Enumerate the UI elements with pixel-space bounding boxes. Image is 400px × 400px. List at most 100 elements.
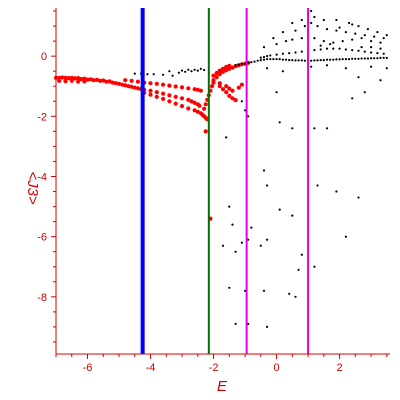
data-point	[344, 30, 347, 34]
data-point	[240, 241, 243, 244]
data-point	[310, 21, 313, 25]
data-point	[300, 50, 303, 53]
data-point	[373, 57, 376, 60]
data-point	[322, 18, 325, 22]
data-point	[370, 46, 373, 49]
data-point	[256, 59, 259, 62]
data-point	[214, 75, 219, 80]
data-point	[228, 286, 231, 289]
data-point	[186, 97, 191, 102]
data-point	[357, 76, 360, 79]
data-point	[291, 38, 294, 41]
data-point	[209, 84, 215, 89]
data-point	[104, 79, 109, 84]
data-point	[203, 102, 208, 107]
data-point	[284, 58, 288, 61]
data-point	[278, 121, 281, 124]
data-point	[347, 21, 351, 25]
data-point	[237, 63, 240, 66]
data-point	[382, 52, 385, 55]
data-point	[123, 83, 128, 88]
data-point	[325, 28, 329, 31]
data-point	[57, 75, 62, 80]
data-point	[335, 190, 338, 193]
data-point	[357, 49, 360, 52]
data-point	[247, 61, 250, 64]
data-point	[227, 63, 232, 68]
data-point	[351, 23, 354, 26]
data-point	[231, 223, 234, 226]
data-point	[116, 81, 122, 86]
data-point	[319, 59, 322, 62]
x-tick-label: 2	[337, 362, 343, 374]
data-point	[135, 86, 140, 91]
data-point	[366, 28, 369, 31]
data-point	[332, 47, 335, 50]
data-point	[275, 58, 278, 61]
data-point	[227, 66, 232, 71]
data-point	[313, 15, 316, 19]
data-point	[363, 50, 366, 53]
data-point	[376, 30, 379, 34]
data-point	[146, 73, 149, 76]
data-point	[300, 37, 303, 40]
data-point	[325, 64, 329, 67]
data-point	[63, 79, 68, 84]
data-point	[300, 253, 303, 256]
data-point	[351, 57, 354, 60]
data-point	[161, 96, 166, 101]
data-point	[221, 244, 225, 247]
data-point	[288, 59, 291, 62]
y-axis-label: <J3>	[24, 171, 41, 205]
data-point	[154, 90, 159, 95]
data-point	[357, 57, 360, 60]
data-point	[294, 295, 297, 298]
data-point	[240, 62, 243, 65]
data-point	[325, 47, 329, 50]
data-point	[85, 77, 90, 82]
data-point	[262, 58, 266, 61]
data-point	[129, 84, 134, 89]
data-point	[303, 25, 306, 28]
data-point	[225, 136, 228, 139]
data-point	[275, 53, 278, 56]
data-point	[351, 97, 354, 100]
vertical-lines	[140, 8, 310, 354]
data-point	[310, 9, 313, 13]
data-point	[259, 59, 262, 62]
data-point	[281, 70, 284, 73]
data-point	[262, 289, 266, 292]
data-point	[313, 49, 316, 52]
data-point	[332, 41, 335, 44]
data-point	[344, 235, 347, 238]
data-point	[179, 85, 185, 90]
data-point	[250, 61, 253, 64]
data-point	[382, 37, 385, 40]
data-point	[357, 25, 360, 28]
data-point	[329, 43, 332, 46]
data-point	[154, 81, 159, 86]
data-point	[297, 59, 300, 62]
data-point	[366, 57, 369, 60]
data-point	[316, 59, 319, 62]
data-point	[319, 48, 322, 51]
axes: -6 -4 -2 0 2 0 -2 -4 -6 -8	[37, 8, 390, 374]
data-point	[382, 56, 385, 60]
data-point	[329, 58, 332, 61]
data-point	[354, 57, 357, 60]
data-point	[338, 26, 341, 29]
data-point	[272, 37, 275, 40]
data-point	[69, 78, 74, 83]
data-point	[60, 75, 65, 80]
data-point	[203, 129, 208, 134]
data-point	[162, 73, 165, 76]
x-tick-label: -6	[83, 362, 93, 374]
data-point	[294, 59, 297, 62]
data-point	[347, 58, 351, 61]
data-point	[211, 78, 216, 83]
points-layer	[53, 9, 388, 328]
data-point	[187, 68, 190, 71]
data-point	[228, 205, 231, 208]
data-point	[167, 93, 172, 98]
data-point	[152, 73, 155, 76]
